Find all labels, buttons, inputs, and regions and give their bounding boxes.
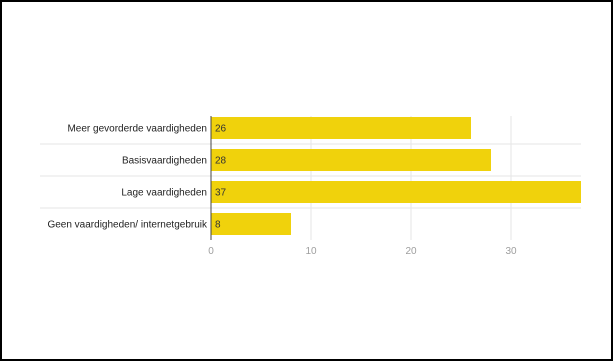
x-tick-label: 0 bbox=[208, 246, 214, 257]
bar bbox=[211, 181, 581, 203]
category-label: Basisvaardigheden bbox=[122, 156, 207, 167]
bar bbox=[211, 149, 491, 171]
x-tick-label: 20 bbox=[405, 246, 417, 257]
data-label: 28 bbox=[215, 156, 227, 167]
x-tick-label: 30 bbox=[505, 246, 517, 257]
bar bbox=[211, 117, 471, 139]
data-label: 37 bbox=[215, 188, 227, 199]
data-label: 8 bbox=[215, 220, 221, 231]
category-label: Lage vaardigheden bbox=[121, 188, 207, 199]
x-tick-label: 10 bbox=[305, 246, 317, 257]
bar bbox=[211, 213, 291, 235]
category-label: Meer gevorderde vaardigheden bbox=[67, 124, 207, 135]
data-label: 26 bbox=[215, 124, 227, 135]
category-label: Geen vaardigheden/ internetgebruik bbox=[47, 220, 208, 231]
